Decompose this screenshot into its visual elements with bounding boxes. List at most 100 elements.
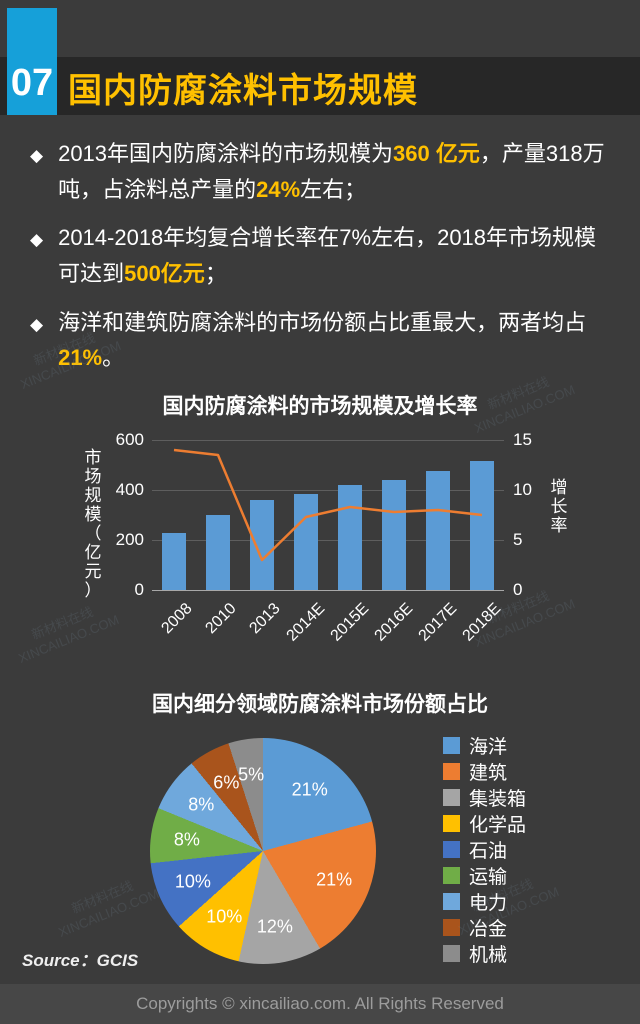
x-axis-label: 2015E	[327, 600, 373, 645]
bullet-segment: 2014-2018年均复合增长率在7%左右，2018年市场规模可达到	[58, 225, 597, 286]
highlighted-value: 21%	[58, 345, 103, 371]
y-axis-tick-right: 5	[513, 530, 523, 549]
pie: 21% 21% 12% 10% 10% 8% 8% 6% 5%	[150, 738, 376, 964]
bullet-segment: ，产量318万吨，占涂料总产量的	[58, 141, 605, 202]
legend-label: 建筑	[469, 762, 508, 784]
left-axis-title: 市场规模（亿元）	[84, 448, 102, 600]
legend-item: 电力	[443, 888, 526, 914]
source-note: Source：GCIS	[22, 951, 139, 970]
bar	[162, 532, 186, 590]
bullet-item: ◆ 2014-2018年均复合增长率在7%左右，2018年市场规模可达到500亿元…	[30, 220, 616, 291]
bullet-item: ◆ 海洋和建筑防腐涂料的市场份额占比重最大，两者均占 21%。	[30, 305, 616, 376]
pie-chart: 21% 21% 12% 10% 10% 8% 8% 6% 5%	[150, 738, 376, 964]
x-axis-label: 2016E	[371, 600, 417, 645]
legend-label: 电力	[469, 892, 508, 914]
page-number: 07	[7, 8, 57, 115]
legend-swatch-icon	[443, 762, 460, 780]
bullet-text: 2014-2018年均复合增长率在7%左右，2018年市场规模可达到500亿元；	[58, 220, 616, 291]
bullet-segment: 左右；	[300, 176, 367, 202]
pie-slice-label: 6%	[213, 772, 240, 793]
legend-item: 石油	[443, 836, 526, 862]
bar	[338, 485, 362, 590]
y-axis-tick-right: 0	[513, 580, 523, 599]
pie-slice-label: 21%	[316, 869, 353, 890]
bar	[470, 461, 494, 590]
bar-chart-title: 国内防腐涂料的市场规模及增长率	[162, 395, 478, 418]
legend-label: 运输	[469, 866, 508, 888]
pie-slice-label: 10%	[206, 906, 243, 927]
bar	[206, 515, 230, 590]
footer-copyright: Copyrights © xincailiao.com. All Rights …	[0, 984, 640, 1024]
bullet-segment: 。	[102, 345, 125, 371]
highlighted-value: 500亿元	[124, 260, 205, 286]
bar	[294, 493, 318, 590]
bullet-text: 2013年国内防腐涂料的市场规模为360 亿元，产量318万吨，占涂料总产量的2…	[58, 136, 616, 207]
bar	[250, 500, 274, 590]
right-axis-title: 增长率	[550, 478, 568, 535]
pie-slice-label: 8%	[173, 829, 200, 850]
bullet-item: ◆ 2013年国内防腐涂料的市场规模为360 亿元，产量318万吨，占涂料总产量的…	[30, 136, 616, 207]
gridline	[152, 490, 504, 491]
bullet-segment: 2013年国内防腐涂料的市场规模为	[58, 141, 394, 166]
y-axis-tick-left: 0	[134, 580, 144, 599]
x-axis-label: 2018E	[459, 600, 505, 645]
watermark: 新材料在线 XINCAILIAO.COM	[56, 877, 162, 940]
legend-label: 化学品	[469, 814, 527, 836]
legend-swatch-icon	[443, 788, 460, 806]
legend-swatch-icon	[443, 840, 460, 858]
bullet-list: ◆ 2013年国内防腐涂料的市场规模为360 亿元，产量318万吨，占涂料总产量的…	[30, 136, 616, 389]
legend-swatch-icon	[443, 892, 460, 910]
x-axis-label: 2008	[158, 600, 197, 638]
y-axis-tick-right: 15	[513, 430, 532, 449]
legend-item: 建筑	[443, 758, 526, 784]
x-axis-label: 2017E	[415, 600, 461, 645]
diamond-bullet-icon: ◆	[30, 314, 44, 334]
bullet-segment: 海洋和建筑防腐涂料的市场份额占比重最大，两者均占	[58, 309, 587, 335]
highlighted-value: 360 亿元	[393, 141, 480, 166]
diamond-bullet-icon: ◆	[30, 146, 44, 165]
highlighted-value: 24%	[256, 176, 301, 202]
bar-chart: 0 200 400 600 0 5 10 15 2008 2010 2013 2014E 2015E 20…	[0, 428, 640, 684]
bullet-text: 海洋和建筑防腐涂料的市场份额占比重最大，两者均占 21%。	[58, 305, 616, 376]
pie-slice-label: 12%	[256, 916, 293, 937]
legend-swatch-icon	[443, 814, 460, 832]
pie-slice-label: 5%	[238, 764, 265, 785]
legend-item: 集装箱	[443, 784, 526, 810]
legend-item: 运输	[443, 862, 526, 888]
pie-chart-title: 国内细分领域防腐涂料市场份额占比	[152, 693, 488, 716]
growth-rate-line	[173, 448, 483, 562]
legend-label: 冶金	[469, 918, 508, 940]
bar	[426, 471, 450, 590]
x-axis-label: 2013	[246, 600, 285, 638]
legend-swatch-icon	[443, 866, 460, 884]
legend-item: 化学品	[443, 810, 526, 836]
bullet-segment: ；	[204, 260, 227, 286]
diamond-bullet-icon: ◆	[30, 230, 44, 250]
header-bar	[0, 57, 640, 115]
pie-legend: 海洋建筑集装箱化学品石油运输电力冶金机械	[443, 732, 526, 966]
gridline	[152, 590, 504, 591]
legend-item: 海洋	[443, 732, 526, 758]
legend-swatch-icon	[443, 944, 460, 962]
legend-swatch-icon	[443, 736, 460, 754]
legend-item: 冶金	[443, 914, 526, 940]
page-title: 国内防腐涂料市场规模	[68, 72, 418, 110]
pie-slice-label: 21%	[291, 779, 328, 800]
y-axis-tick-right: 10	[513, 480, 532, 499]
gridline	[152, 540, 504, 541]
legend-label: 集装箱	[469, 788, 527, 810]
x-axis-label: 2010	[202, 600, 241, 638]
legend-label: 海洋	[469, 736, 508, 758]
y-axis-tick-left: 200	[115, 530, 144, 549]
legend-label: 机械	[469, 944, 508, 966]
bar	[382, 480, 406, 590]
pie-slice-label: 8%	[188, 794, 215, 815]
y-axis-tick-left: 600	[115, 430, 144, 449]
x-axis-label: 2014E	[283, 600, 329, 645]
legend-item: 机械	[443, 940, 526, 966]
pie-slice-label: 10%	[174, 871, 211, 892]
gridline	[152, 440, 504, 441]
y-axis-tick-left: 400	[115, 480, 144, 499]
legend-label: 石油	[469, 840, 508, 862]
